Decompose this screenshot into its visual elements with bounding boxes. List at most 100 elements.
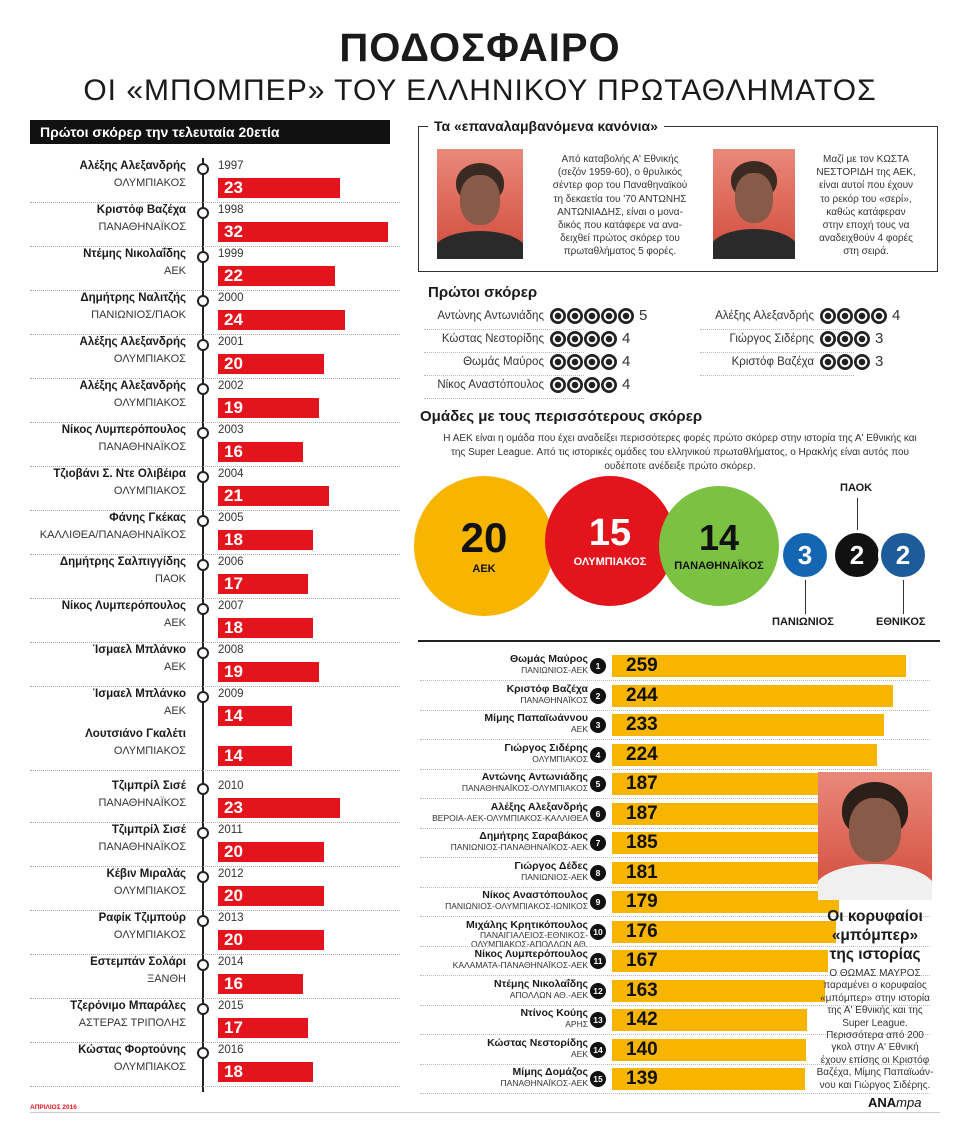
rank-badge: 2 [590,687,606,704]
top-scorer-name: Αλέξης Αλεξανδρής [715,310,814,322]
row-divider [424,398,584,399]
ranking-name: Αντώνης Αντωνιάδης [481,771,588,783]
desc-line: ουδέποτε ανέδειξε πρώτο σκόρερ. [604,461,756,472]
football-icon [601,377,617,393]
ranking-clubs: ΒΕΡΟΙΑ-ΑΕΚ-ΟΛΥΜΠΙΑΚΟΣ-ΚΑΛΛΙΘΕΑ [432,813,588,823]
scorer-club: ΟΛΥΜΠΙΑΚΟΣ [113,353,186,365]
club-line: ΠΑΝΙΩΝΙΟΣ-ΟΛΥΜΠΙΑΚΟΣ-ΙΩΝΙΚΟΣ [445,901,588,911]
row-divider [30,910,400,911]
football-icon [584,331,600,347]
scorer-club: ΟΛΥΜΠΙΑΚΟΣ [113,485,186,497]
goals-bar: 21 [218,486,330,506]
scorer-club: ΟΛΥΜΠΙΑΚΟΣ [113,885,186,897]
top-scorer-row: Αντώνης Αντωνιάδης 5 [424,306,647,330]
team-circle: 14 ΠΑΝΑΘΗΝΑΪΚΟΣ [659,486,779,606]
row-divider [30,290,400,291]
scorer-name: Φάνης Γκέκας [109,512,186,524]
ranking-clubs: ΠΑΝΑΘΗΝΑΪΚΟΣ [520,695,588,705]
row-divider [30,1042,400,1043]
football-icon [837,354,853,370]
antoniadis-photo [437,149,523,259]
goals-bar: 14 [218,706,293,726]
timeline-entry: Κέβιν Μιραλάς ΟΛΥΜΠΙΑΚΟΣ 2012 20 [0,866,400,911]
timeline-entry: Νίκος Λυμπερόπουλος ΑΕΚ 2007 18 [0,598,400,643]
top-scorer-name: Αντώνης Αντωνιάδης [437,310,544,322]
text-line: Μαζί με τον ΚΩΣΤΑ [822,154,910,165]
season-year: 2015 [218,1000,244,1012]
text-line: τη δεκαετία του '70 ΑΝΤΩΝΗΣ [553,193,687,205]
goals-bar: 24 [218,310,346,330]
goals-bar: 16 [218,974,303,994]
row-divider [420,798,930,799]
rank-badge: 13 [590,1012,606,1028]
ranking-name: Γιώργος Δέδες [514,859,588,872]
scorer-name: Ραφίκ Τζιμπούρ [98,912,186,924]
caption-title: Οι κορυφαίοι «μπόμπερ» της ιστορίας [800,907,950,964]
season-year: 1997 [218,160,244,172]
text-line: καθώς κατάφεραν [826,206,906,218]
scorer-club: ΟΛΥΜΠΙΑΚΟΣ [113,745,186,757]
season-year: 2002 [218,380,244,392]
text-line: ΑΝΤΩΝΙΑΔΗΣ, είναι ο μονα- [557,206,683,218]
title-count: 5 [639,307,648,324]
team-label: ΟΛΥΜΠΙΑΚΟΣ [573,556,647,568]
top-scorer-name: Θωμάς Μαύρος [463,356,544,368]
team-label: ΕΘΝΙΚΟΣ [876,616,926,628]
ball-icons [820,331,870,347]
club-line: ΠΑΝΑΘΗΝΑΪΚΟΣ-ΑΕΚ [500,1078,588,1088]
football-icon [854,354,870,370]
football-icon [820,331,836,347]
title-count: 4 [622,353,631,370]
scorer-club: ΠΑΟΚ [155,573,186,585]
rank-badge: 9 [590,894,606,910]
caption-text-line: «μπόμπερ» στην ιστορία [820,992,930,1004]
caption-text-line: Ο ΘΩΜΑΣ ΜΑΥΡΟΣ [829,968,921,979]
timeline-entry: Κώστας Φορτούνης ΟΛΥΜΠΙΑΚΟΣ 2016 18 [0,1042,400,1087]
ranking-name: Δημήτρης Σαραβάκος [479,830,588,842]
rank-badge: 15 [590,1071,606,1087]
season-year: 2000 [218,292,244,304]
ranking-row: Θωμάς Μαύρος ΠΑΝΙΩΝΙΟΣ-ΑΕΚ 1 259 [410,652,930,681]
football-icon [854,331,870,347]
caption-title-line: Οι κορυφαίοι [827,908,923,925]
row-divider [420,975,930,976]
timeline-entry: Φάνης Γκέκας ΚΑΛΛΙΘΕΑ/ΠΑΝΑΘΗΝΑΪΚΟΣ 2005 18 [0,510,400,555]
caption-text-line: Βαζέχα, Μίμης Παπαϊωάν- [816,1067,934,1079]
rank-badge: 12 [590,982,606,999]
timeline-dot [197,783,209,795]
timeline-dot [197,163,209,175]
season-year: 2003 [218,424,244,436]
scorer-name: Δημήτρης Ναλιτζής [80,292,186,304]
football-icon [550,308,566,324]
football-icon [837,308,853,324]
ranking-top-rule [418,640,940,642]
team-count: 2 [849,540,865,570]
football-icon [567,331,583,347]
desc-line: Η ΑΕΚ είναι η ομάδα που έχει αναδείξει π… [443,433,917,444]
row-divider [424,352,584,353]
football-icon [584,377,600,393]
timeline-entry: Τζερόνιμο Μπαράλες ΑΣΤΕΡΑΣ ΤΡΙΠΟΛΗΣ 2015 17 [0,998,400,1043]
season-year: 1999 [218,248,244,260]
scorer-club: ΑΕΚ [163,265,186,277]
scorer-club: ΑΕΚ [163,661,186,673]
title-count: 4 [622,376,631,393]
goals-bar: 140 [612,1038,806,1061]
ranking-name: Μίμης Δομάζος [512,1066,588,1078]
timeline-entry: Δημήτρης Ναλιτζής ΠΑΝΙΩΝΙΟΣ/ΠΑΟΚ 2000 24 [0,290,400,335]
scorer-name: Αλέξης Αλεξανδρής [79,160,186,172]
goals-bar: 179 [612,891,839,913]
ranking-name: Νίκος Λυμπερόπουλος [474,948,588,960]
title-count: 3 [875,330,884,347]
rank-badge: 10 [590,923,606,940]
repeated-text-2: Μαζί με τον ΚΩΣΤΑ ΝΕΣΤΟΡΙΔΗ της ΑΕΚ, είναι… [803,153,929,259]
footer-rule [30,1112,940,1113]
goals-bar: 163 [612,979,825,1002]
football-icon [567,377,583,393]
goals-bar: 139 [612,1068,805,1090]
timeline-entry: Λουτσιάνο Γκαλέτι ΟΛΥΜΠΙΑΚΟΣ 14 [0,726,400,771]
season-year: 2007 [218,600,244,612]
scorer-club: ΟΛΥΜΠΙΑΚΟΣ [113,177,186,189]
team-circle: 20 ΑΕΚ [414,476,554,616]
row-divider [420,680,930,681]
